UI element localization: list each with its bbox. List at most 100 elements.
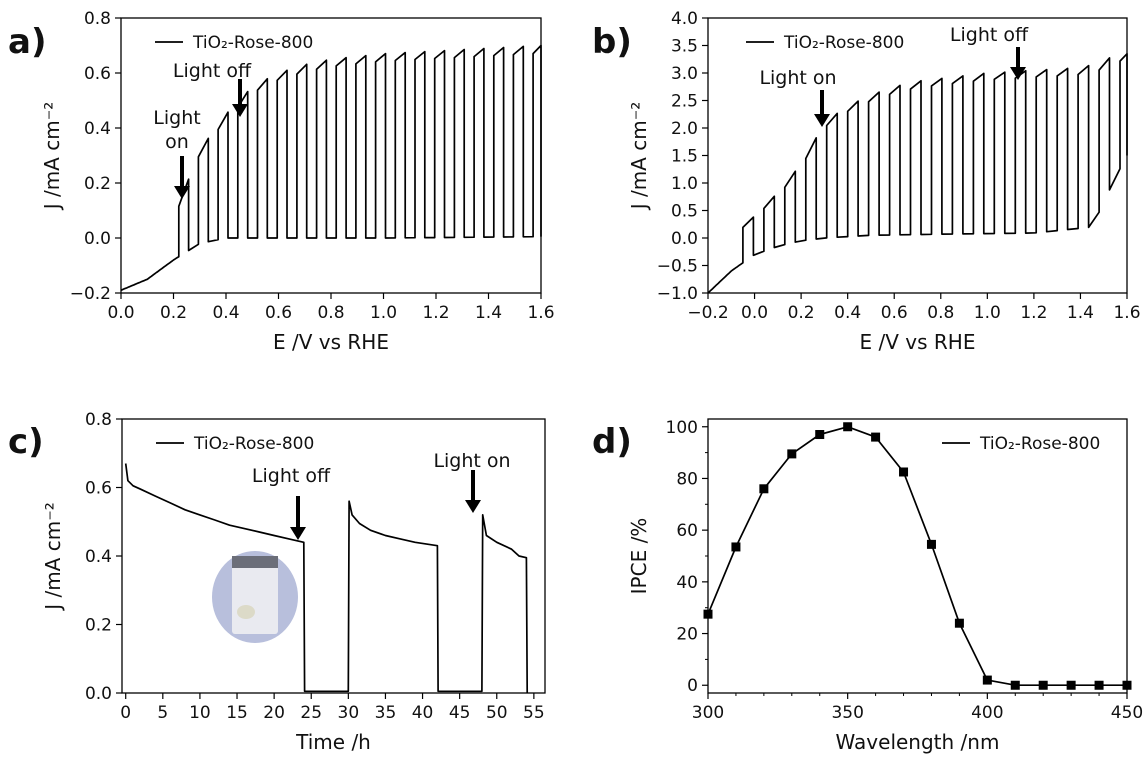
x-tick-label: 450 [1111,703,1143,723]
x-tick-label: 0.8 [317,303,344,323]
x-tick-label: 400 [971,703,1003,723]
y-tick-label: 0.2 [85,616,112,636]
x-tick-label: 1.2 [1020,303,1047,323]
data-point [899,467,909,477]
y-tick-label: 0.8 [84,9,111,29]
y-tick-label: 0.6 [84,64,111,84]
annotation-light-off: Light off [252,465,331,487]
x-tick-label: 50 [486,703,508,723]
x-tick-label: 1.4 [1067,303,1094,323]
y-tick-label: 0.2 [84,174,111,194]
data-point [954,618,964,628]
arrow-light-on-head [465,500,481,513]
legend-label: TiO₂-Rose-800 [192,33,313,53]
y-tick-label: −1.0 [657,284,698,304]
y-tick-label: 0.0 [85,684,112,704]
x-tick-label: 1.2 [422,303,449,323]
annotation-light-on: Light on [433,450,510,472]
data-point [703,609,713,619]
y-tick-label: 3.0 [671,64,698,84]
panel-label: b) [592,22,632,62]
y-tick-label: −0.2 [70,284,111,304]
plot-frame [707,17,1128,294]
plot-frame [707,418,1128,694]
arrow-light-off-head [1010,67,1026,80]
x-tick-label: 35 [375,703,397,723]
y-tick-label: 1.0 [671,174,698,194]
annotation-light-off: Light off [950,24,1029,46]
x-tick-label: 25 [300,703,322,723]
x-tick-label: 1.0 [370,303,397,323]
x-tick-label: 0.6 [881,303,908,323]
y-axis-label: J /mA cm⁻² [41,502,65,612]
legend-label: TiO₂-Rose-800 [193,434,314,454]
x-tick-label: 30 [338,703,360,723]
y-tick-label: 0.4 [84,119,111,139]
panel-a: 0.0 0.2 0.4 0.6 0.8 1.0 1.2 1.4 1.6−0.20.00.20.4… [8,9,555,354]
annotation-light-off: Light off [173,60,252,82]
y-tick-label: 0 [687,676,698,696]
y-tick-label: 0.5 [671,202,698,222]
x-tick-label: 1.6 [527,303,554,323]
annotation-light-on: on [165,131,189,153]
annotation-light-on: Light [153,107,200,129]
x-tick-label: −0.2 [687,303,728,323]
inset-photo-contact [232,556,278,568]
y-tick-label: 1.5 [671,147,698,167]
y-tick-label: 0.0 [84,229,111,249]
annotation-light-on: Light on [759,67,836,89]
data-point [1038,680,1048,690]
data-point [982,675,992,685]
x-tick-label: 0.8 [927,303,954,323]
inset-photo-film-spot [237,605,255,619]
y-tick-label: 4.0 [671,9,698,29]
data-point [787,449,797,459]
panel-label: c) [8,422,44,462]
series-line [707,52,1128,294]
series-line [124,463,529,694]
legend-label: TiO₂-Rose-800 [783,33,904,53]
x-tick-label: 45 [449,703,471,723]
x-tick-label: 15 [226,703,248,723]
x-axis-label: Time /h [295,730,371,754]
y-tick-label: 3.5 [671,37,698,57]
y-tick-label: 2.0 [671,119,698,139]
series-line [120,44,542,292]
y-tick-label: 0.6 [85,479,112,499]
arrow-light-on-head [174,186,190,199]
x-tick-label: 0.0 [107,303,134,323]
x-tick-label: 0.0 [741,303,768,323]
y-axis-label: IPCE /% [627,518,651,595]
data-point [926,539,936,549]
x-axis-label: E /V vs RHE [860,330,976,354]
x-tick-label: 0.4 [834,303,861,323]
y-tick-label: 2.5 [671,92,698,112]
y-tick-label: 40 [676,573,698,593]
x-tick-label: 0.2 [788,303,815,323]
y-tick-label: −0.5 [657,257,698,277]
data-point [1066,680,1076,690]
x-tick-label: 0.2 [160,303,187,323]
data-point [759,484,769,494]
y-axis-label: J /mA cm⁻² [627,102,651,212]
panel-b: −0.2 0.0 0.2 0.4 0.6 0.8 1.0 1.2 1.4 1.6 −1.0 −0.5 0… [592,9,1141,354]
x-tick-label: 10 [189,703,211,723]
x-tick-label: 20 [263,703,285,723]
data-point [843,422,853,432]
x-tick-label: 5 [157,703,168,723]
x-tick-label: 0.4 [212,303,239,323]
x-tick-label: 1.6 [1113,303,1140,323]
arrow-light-off-head [290,527,306,540]
y-tick-label: 80 [676,469,698,489]
y-tick-label: 0.0 [671,229,698,249]
x-tick-label: 0.6 [265,303,292,323]
y-axis-label: J /mA cm⁻² [40,102,64,212]
x-tick-label: 350 [831,703,863,723]
data-point [871,432,881,442]
data-point [1094,680,1104,690]
data-point [1010,680,1020,690]
y-tick-label: 60 [676,521,698,541]
series-line [707,425,1127,687]
y-tick-label: 0.4 [85,547,112,567]
x-tick-label: 1.0 [974,303,1001,323]
